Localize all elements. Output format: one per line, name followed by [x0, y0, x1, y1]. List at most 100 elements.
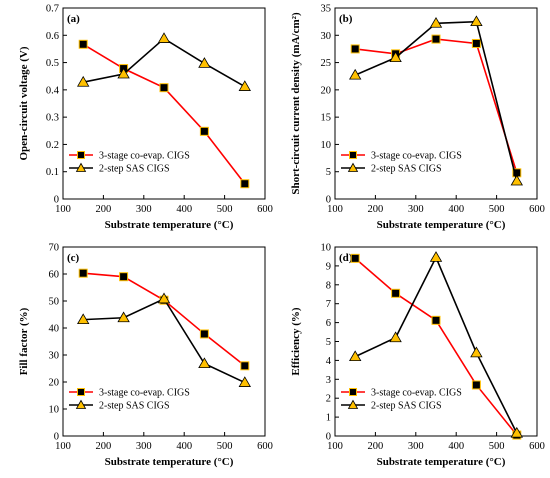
y-tick-label: 0.2: [46, 140, 59, 151]
x-tick-label: 500: [489, 204, 505, 215]
legend-marker-square: [349, 388, 357, 396]
panel-label: (d): [339, 252, 353, 264]
data-point-triangle: [429, 251, 443, 262]
y-tick-label: 2: [326, 394, 331, 405]
y-tick-label: 20: [321, 85, 332, 96]
data-point-square: [350, 253, 360, 263]
legend-marker-triangle: [75, 162, 87, 172]
data-point-triangle: [349, 350, 362, 362]
data-point-square: [199, 126, 209, 136]
y-tick-label: 5: [326, 337, 331, 348]
data-point-triangle: [429, 16, 443, 28]
data-point-square: [431, 34, 441, 44]
legend-label: 2-step SAS CIGS: [371, 401, 442, 412]
data-point-square: [431, 315, 441, 325]
legend-marker-triangle: [75, 399, 87, 409]
y-tick-label: 25: [321, 58, 332, 69]
plot-frame: [334, 7, 538, 200]
x-tick-label: 600: [529, 204, 545, 215]
y-tick-label: 40: [49, 324, 60, 335]
x-tick-label: 500: [217, 441, 233, 452]
data-point-square: [471, 38, 481, 48]
x-tick-label: 300: [408, 441, 424, 452]
x-tick-label: 400: [176, 441, 192, 452]
chart-panel: 0 5 10 15 20 25 30 35 100 200 300 400 500 600 Substrat…: [290, 4, 545, 232]
y-tick-label: 20: [49, 378, 60, 389]
chart-panel: 0 0.1 0.2 0.3 0.4 0.5 0.6 0.7 100 200 300 400 500 600…: [18, 4, 273, 232]
data-point-triangle: [470, 15, 483, 27]
legend-label: 3-stage co-evap. CIGS: [99, 151, 190, 162]
y-tick-label: 0: [54, 432, 59, 443]
data-point-triangle: [510, 174, 523, 186]
x-tick-label: 100: [55, 204, 71, 215]
data-point-triangle: [389, 331, 402, 343]
data-point-triangle: [510, 426, 523, 438]
x-axis-label: Substrate temperature (°C): [377, 219, 506, 231]
legend-marker-triangle: [347, 399, 359, 409]
x-tick-label: 100: [327, 204, 343, 215]
x-tick-label: 200: [368, 204, 384, 215]
plot-frame: [62, 7, 266, 200]
legend-marker-triangle: [347, 162, 359, 172]
panel-label: (a): [67, 13, 80, 25]
legend-label: 3-stage co-evap. CIGS: [371, 151, 462, 162]
x-axis-label: Substrate temperature (°C): [377, 456, 506, 468]
data-point-triangle: [77, 313, 90, 325]
x-axis-label: Substrate temperature (°C): [105, 219, 234, 231]
y-tick-label: 10: [321, 243, 332, 254]
y-tick-label: 4: [326, 356, 332, 367]
x-axis-label: Substrate temperature (°C): [105, 456, 234, 468]
y-axis-label: Fill factor (%): [18, 307, 30, 375]
y-tick-label: 3: [326, 375, 331, 386]
data-point-triangle: [470, 346, 483, 358]
legend-label: 3-stage co-evap. CIGS: [371, 388, 462, 399]
y-tick-label: 6: [326, 318, 331, 329]
x-tick-label: 500: [489, 441, 505, 452]
chart-panel: 0 1 2 3 4 5 6 7 8 9 10 100 200 300 400 500 600 Substrate …: [290, 243, 545, 469]
x-tick-label: 300: [408, 204, 424, 215]
data-point-triangle: [117, 311, 130, 323]
x-tick-label: 200: [96, 204, 112, 215]
legend-label: 2-step SAS CIGS: [99, 164, 170, 175]
series-line: [83, 272, 246, 367]
data-point-square: [119, 272, 129, 282]
data-point-triangle: [198, 357, 211, 369]
y-tick-label: 60: [49, 270, 60, 281]
data-point-square: [350, 44, 360, 54]
x-tick-label: 400: [448, 204, 464, 215]
y-axis-label: Open-circuit voltage (V): [18, 46, 30, 160]
y-tick-label: 35: [321, 4, 332, 15]
y-tick-label: 0: [326, 195, 331, 206]
y-tick-label: 0.4: [46, 85, 60, 96]
y-tick-label: 0: [54, 195, 59, 206]
y-tick-label: 30: [321, 31, 332, 42]
data-point-triangle: [77, 75, 90, 87]
data-point-square: [78, 39, 88, 49]
y-tick-label: 10: [321, 140, 332, 151]
y-axis-label: Short-circuit current density (mA/cm²): [290, 12, 302, 195]
data-point-square: [240, 179, 250, 189]
legend-label: 2-step SAS CIGS: [371, 164, 442, 175]
data-point-triangle: [157, 32, 171, 43]
data-point-triangle: [389, 51, 402, 63]
data-point-square: [78, 268, 88, 278]
x-tick-label: 200: [96, 441, 112, 452]
data-point-triangle: [238, 376, 251, 387]
y-tick-label: 5: [326, 167, 331, 178]
y-tick-label: 8: [326, 280, 331, 291]
x-tick-label: 200: [368, 441, 384, 452]
data-point-triangle: [198, 57, 211, 68]
y-tick-label: 1: [326, 413, 331, 424]
y-tick-label: 7: [326, 299, 331, 310]
y-tick-label: 0.3: [46, 113, 59, 124]
legend-label: 3-stage co-evap. CIGS: [99, 388, 190, 399]
panel-label: (c): [67, 252, 80, 264]
data-point-triangle: [157, 292, 171, 304]
legend-marker-square: [349, 151, 357, 159]
y-tick-label: 10: [49, 405, 60, 416]
plot-frame: [62, 246, 266, 437]
x-tick-label: 600: [257, 204, 273, 215]
legend-marker-square: [77, 388, 85, 396]
data-point-square: [199, 329, 209, 339]
y-tick-label: 30: [49, 351, 60, 362]
